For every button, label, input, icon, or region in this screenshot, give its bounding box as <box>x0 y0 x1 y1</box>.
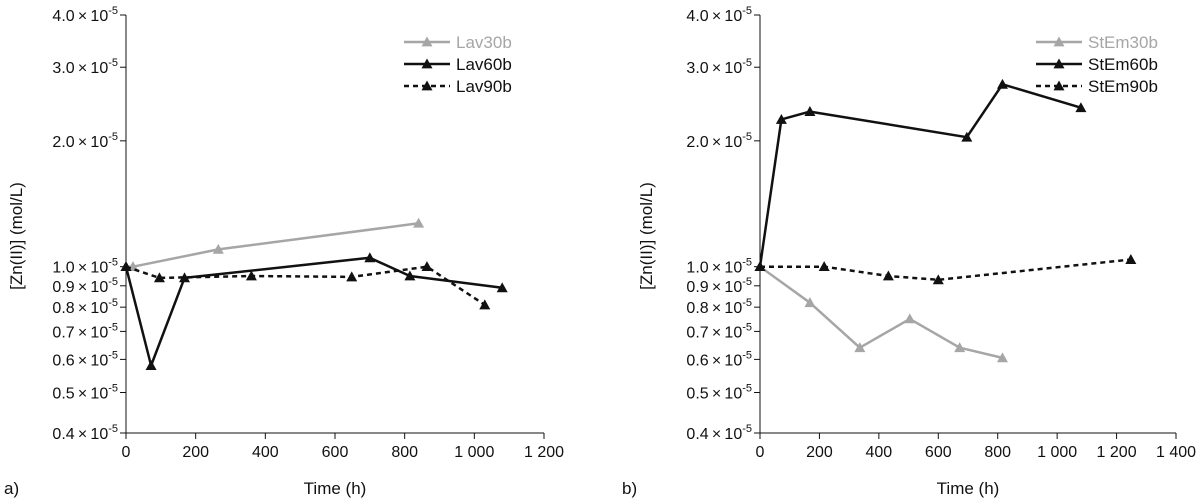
chart-panel-a: 0 200 400 600 800 1 000 1 200 4.0 × 10-5 3.0 × 1… <box>4 5 564 498</box>
y-tick-label: 0.8 × 10-5 <box>686 297 752 317</box>
x-tick-label: 400 <box>252 444 279 461</box>
legend: Lav30b Lav60b Lav90b <box>404 33 512 96</box>
legend-label: StEm90b <box>1088 77 1158 96</box>
y-tick-label: 0.5 × 10-5 <box>686 382 752 402</box>
x-tick-label: 800 <box>984 444 1011 461</box>
x-tick-label: 200 <box>806 444 833 461</box>
data-point <box>754 261 766 272</box>
data-point <box>413 217 425 228</box>
data-point <box>496 282 508 293</box>
y-tick-label: 2.0 × 10-5 <box>52 131 118 151</box>
x-tick-label: 1 000 <box>454 444 494 461</box>
data-point <box>120 261 132 272</box>
x-tick-label: 1 200 <box>1097 444 1137 461</box>
y-tick-label: 1.0 × 10-5 <box>52 257 118 277</box>
y-tick-label: 0.4 × 10-5 <box>686 423 752 443</box>
data-point <box>212 243 224 254</box>
x-tick-label: 600 <box>322 444 349 461</box>
data-point <box>153 272 165 283</box>
legend-marker <box>1053 36 1065 47</box>
data-point <box>804 106 816 116</box>
data-point <box>854 342 866 353</box>
series-line <box>760 258 1131 282</box>
data-point <box>404 270 416 281</box>
y-tick-label: 0.5 × 10-5 <box>52 382 118 402</box>
x-tick-label: 200 <box>182 444 209 461</box>
x-tick-label: 0 <box>756 444 765 461</box>
data-point <box>932 274 944 285</box>
data-point <box>179 272 191 283</box>
y-tick-label: 0.9 × 10-5 <box>52 276 118 296</box>
data-point <box>954 342 966 353</box>
x-tick-label: 400 <box>866 444 893 461</box>
series-line <box>125 265 486 306</box>
x-tick-label: 800 <box>391 444 418 461</box>
data-point <box>961 131 973 142</box>
x-axis-title: Time (h) <box>937 479 1000 498</box>
data-point <box>904 313 916 324</box>
legend-marker <box>421 36 433 47</box>
y-tick-label: 0.8 × 10-5 <box>52 297 118 317</box>
y-tick-label: 1.0 × 10-5 <box>686 257 752 277</box>
legend: StEm30b StEm60b StEm90b <box>1036 33 1158 96</box>
y-tick-label: 0.7 × 10-5 <box>686 321 752 341</box>
legend-marker <box>421 58 433 69</box>
y-tick-label: 0.7 × 10-5 <box>52 321 118 341</box>
series-StEm90b <box>754 254 1137 285</box>
series-line <box>124 256 503 367</box>
series-line <box>759 265 1003 360</box>
x-axis-title: Time (h) <box>304 479 367 498</box>
chart-panel-b: 0 200 400 600 800 1 000 1 200 1 400 4.0 × 10-5 3.… <box>622 5 1196 498</box>
legend-label: StEm60b <box>1088 55 1158 74</box>
y-tick-label: 4.0 × 10-5 <box>52 5 118 25</box>
data-point <box>1125 254 1137 264</box>
x-tick-label: 600 <box>925 444 952 461</box>
data-point <box>479 299 491 310</box>
legend-label: Lav90b <box>456 77 512 96</box>
series-StEm60b <box>754 78 1087 272</box>
y-tick-label: 2.0 × 10-5 <box>686 131 752 151</box>
panel-label: b) <box>622 479 637 498</box>
x-tick-label: 1 000 <box>1037 444 1077 461</box>
data-point <box>245 270 257 281</box>
data-point <box>346 271 358 282</box>
data-point <box>804 297 816 308</box>
x-tick-label: 1 400 <box>1156 444 1196 461</box>
data-point <box>364 252 376 263</box>
x-tick-label: 0 <box>122 444 131 461</box>
data-point <box>996 78 1008 89</box>
legend-marker <box>1053 58 1065 69</box>
data-point <box>818 261 830 272</box>
y-axis-title: [Zn(II)] (mol/L) <box>7 182 26 290</box>
legend-label: Lav30b <box>456 33 512 52</box>
y-tick-label: 4.0 × 10-5 <box>686 5 752 25</box>
y-tick-label: 3.0 × 10-5 <box>52 57 118 77</box>
data-point <box>775 113 787 124</box>
data-point <box>996 352 1008 363</box>
y-tick-label: 0.9 × 10-5 <box>686 276 752 296</box>
y-axis-title: [Zn(II)] (mol/L) <box>637 182 656 290</box>
panel-label: a) <box>4 479 19 498</box>
legend-label: Lav60b <box>456 55 512 74</box>
data-point <box>882 270 894 281</box>
y-tick-label: 0.4 × 10-5 <box>52 423 118 443</box>
data-point <box>145 360 157 370</box>
y-tick-label: 0.6 × 10-5 <box>686 349 752 369</box>
series-Lav90b <box>120 261 491 310</box>
data-point <box>421 261 433 272</box>
data-point <box>1075 102 1087 113</box>
x-tick-label: 1 200 <box>524 444 564 461</box>
series-Lav60b <box>120 252 508 370</box>
legend-label: StEm30b <box>1088 33 1158 52</box>
y-tick-label: 3.0 × 10-5 <box>686 57 752 77</box>
legend-marker <box>421 80 433 91</box>
y-tick-label: 0.6 × 10-5 <box>52 349 118 369</box>
legend-marker <box>1053 80 1065 91</box>
series-line <box>758 83 1082 267</box>
